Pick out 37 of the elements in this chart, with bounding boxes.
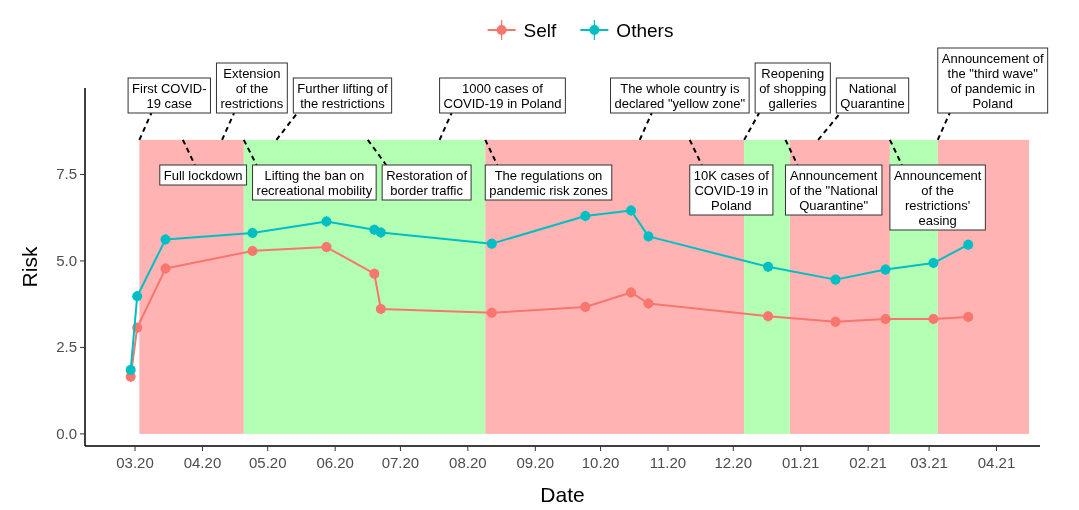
legend-label: Self — [523, 20, 558, 41]
annotation: 10K cases of COVID-19 in Poland — [693, 168, 770, 213]
annotation: Full lockdown — [163, 168, 243, 183]
x-tick-label: 09.20 — [516, 454, 555, 471]
legend-label: Others — [616, 20, 674, 41]
annotation: Announcement of the "third wave" of pandemic in Poland — [941, 51, 1045, 111]
x-tick-label: 10.20 — [581, 454, 620, 471]
annotation: Extension of the restrictions — [220, 66, 284, 111]
y-tick-label: 2.5 — [56, 338, 77, 356]
annotation: 1000 cases of COVID-19 in Poland — [443, 81, 562, 111]
x-tick-label: 01.21 — [781, 454, 820, 471]
x-tick-label: 06.20 — [316, 454, 354, 471]
annotation: Lifting the ban on recreational mobility — [256, 168, 373, 198]
x-axis-title: Date — [540, 483, 585, 506]
x-tick-label: 03.21 — [910, 454, 948, 471]
y-axis-title: Risk — [18, 246, 41, 288]
annotation: Announcement of the "National Quarantine" — [789, 168, 879, 213]
x-tick-label: 02.21 — [849, 454, 887, 471]
annotation: The whole country is declared "yellow zone" — [614, 81, 746, 111]
annotation: Restoration of border traffic — [386, 168, 468, 198]
x-tick-label: 07.20 — [381, 454, 420, 471]
y-tick-label: 0.0 — [56, 424, 77, 442]
annotation: National Quarantine — [840, 81, 905, 111]
annotation: Further lifting of the restrictions — [297, 81, 389, 111]
x-tick-label: 05.20 — [248, 454, 287, 471]
x-tick-label: 04.20 — [183, 454, 222, 471]
annotation: First COVID- 19 case — [132, 81, 207, 111]
x-tick-label: 12.20 — [714, 454, 753, 471]
x-tick-label: 08.20 — [449, 454, 487, 471]
x-tick-label: 04.21 — [977, 454, 1016, 471]
annotation: Reopening of shopping galleries — [759, 66, 827, 111]
x-tick-label: 11.20 — [649, 454, 687, 471]
y-tick-label: 7.5 — [56, 165, 77, 183]
x-tick-label: 03.20 — [116, 454, 154, 471]
annotation: The regulations on pandemic risk zones — [489, 168, 609, 198]
y-tick-label: 5.0 — [56, 251, 77, 269]
annotation: Announcement of the restrictions' easing — [893, 168, 982, 228]
